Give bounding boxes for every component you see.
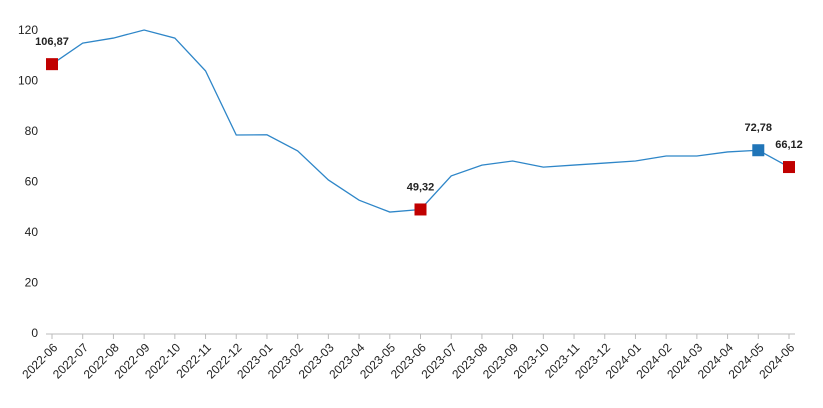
y-tick-label: 40 — [25, 225, 39, 239]
value-label: 72,78 — [745, 122, 773, 134]
y-tick-label: 120 — [18, 23, 38, 37]
value-label: 66,12 — [775, 139, 803, 151]
y-tick-label: 100 — [18, 74, 38, 88]
y-tick-label: 60 — [25, 175, 39, 189]
marker — [752, 144, 765, 157]
y-tick-label: 80 — [25, 124, 39, 138]
y-tick-label: 20 — [25, 276, 39, 290]
value-label: 49,32 — [407, 181, 435, 193]
marker — [783, 161, 795, 174]
y-tick-label: 0 — [31, 326, 38, 340]
marker — [414, 203, 427, 216]
value-label: 106,87 — [35, 36, 69, 48]
marker — [46, 58, 58, 71]
